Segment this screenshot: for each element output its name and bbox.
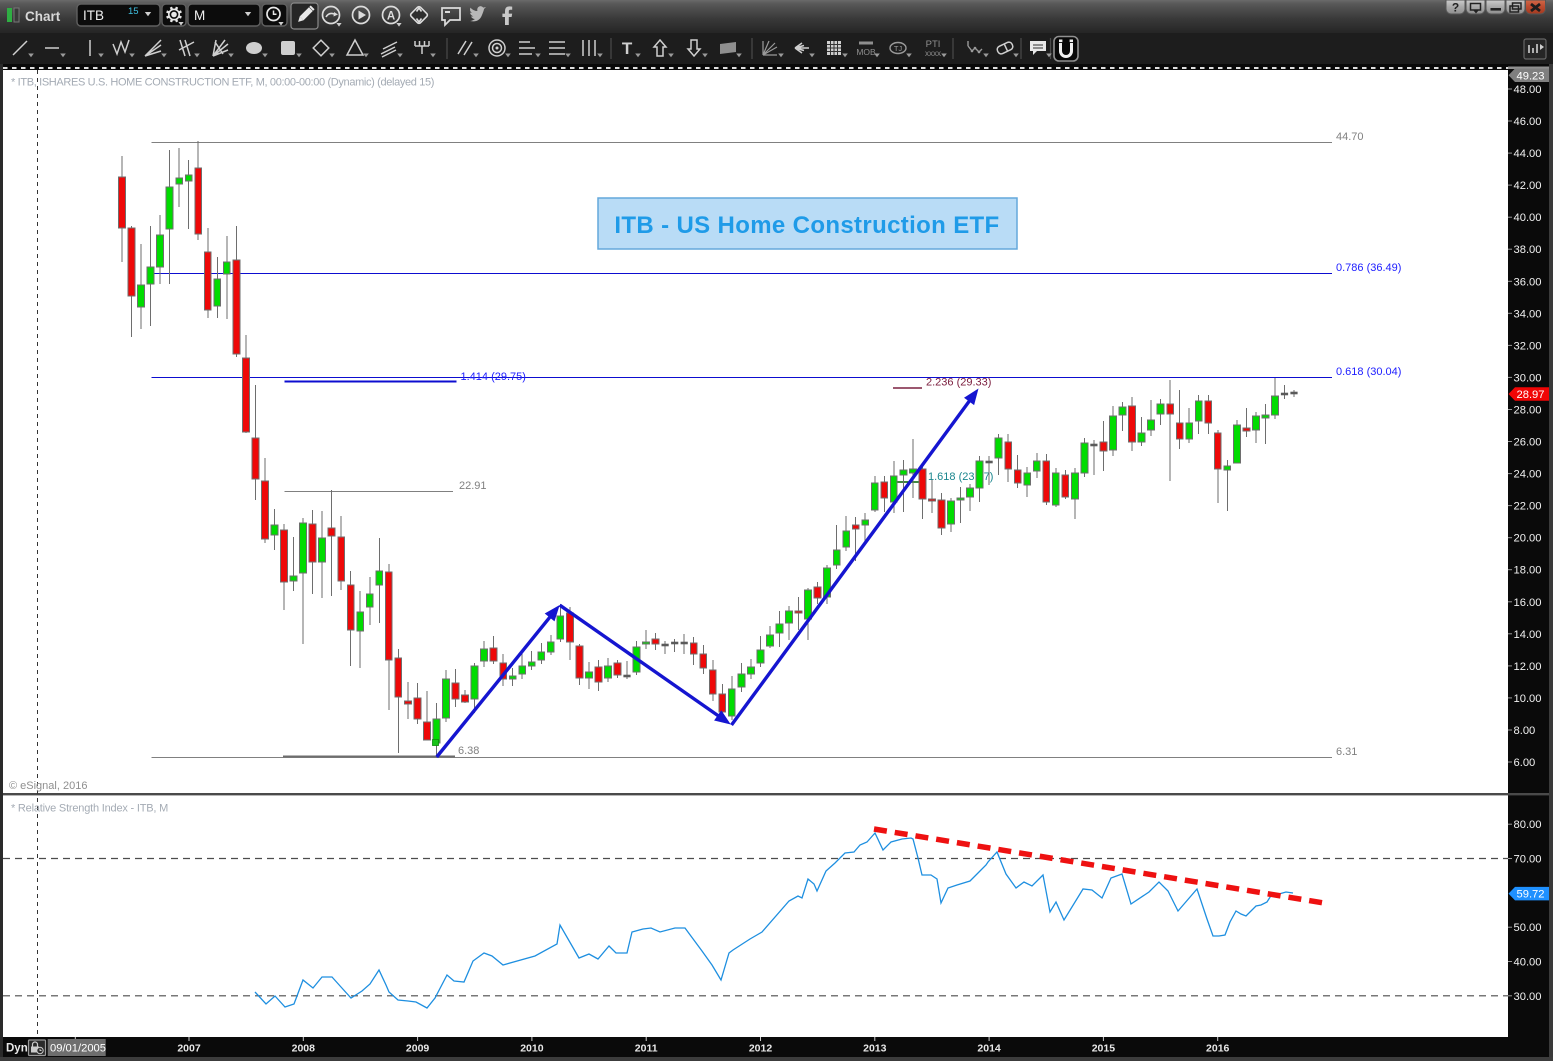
svg-text:* ITB, ISHARES U.S. HOME CONST: * ITB, ISHARES U.S. HOME CONSTRUCTION ET… — [11, 77, 434, 89]
svg-text:80.00: 80.00 — [1514, 819, 1542, 831]
svg-text:40.00: 40.00 — [1514, 212, 1542, 224]
svg-text:12.00: 12.00 — [1514, 661, 1542, 673]
svg-text:49.23: 49.23 — [1517, 70, 1545, 82]
svg-text:* Relative Strength Index - IT: * Relative Strength Index - ITB, M — [11, 803, 168, 815]
svg-text:2010: 2010 — [520, 1043, 544, 1055]
svg-text:1.414 (29.75): 1.414 (29.75) — [461, 371, 526, 383]
svg-text:44.70: 44.70 — [1336, 131, 1364, 143]
svg-text:16.00: 16.00 — [1514, 597, 1542, 609]
svg-text:30.00: 30.00 — [1514, 372, 1542, 384]
svg-text:28.97: 28.97 — [1517, 389, 1545, 401]
svg-text:14.00: 14.00 — [1514, 629, 1542, 641]
svg-text:18.00: 18.00 — [1514, 565, 1542, 577]
svg-text:Chart: Chart — [25, 9, 61, 24]
svg-text:2007: 2007 — [177, 1043, 201, 1055]
svg-text:42.00: 42.00 — [1514, 180, 1542, 192]
svg-text:2016: 2016 — [1206, 1043, 1230, 1055]
svg-text:34.00: 34.00 — [1514, 308, 1542, 320]
svg-text:2014: 2014 — [977, 1043, 1001, 1055]
svg-text:2009: 2009 — [406, 1043, 430, 1055]
svg-text:PTI: PTI — [926, 39, 941, 50]
svg-text:?: ? — [1452, 1, 1459, 15]
svg-text:A: A — [387, 11, 395, 23]
svg-text:15: 15 — [128, 6, 139, 17]
svg-text:22.00: 22.00 — [1514, 501, 1542, 513]
svg-text:TJ: TJ — [894, 44, 903, 53]
svg-text:6.31: 6.31 — [1336, 746, 1357, 758]
svg-text:50.00: 50.00 — [1514, 922, 1542, 934]
svg-text:2008: 2008 — [292, 1043, 316, 1055]
svg-text:MOB: MOB — [856, 47, 876, 57]
svg-text:48.00: 48.00 — [1514, 84, 1542, 96]
svg-text:44.00: 44.00 — [1514, 148, 1542, 160]
svg-text:ITB: ITB — [83, 8, 104, 23]
svg-text:M: M — [194, 8, 205, 23]
svg-text:2011: 2011 — [635, 1043, 658, 1055]
svg-text:2012: 2012 — [749, 1043, 773, 1055]
svg-text:30.00: 30.00 — [1514, 991, 1542, 1003]
svg-text:70.00: 70.00 — [1514, 854, 1542, 866]
svg-text:0.786 (36.49): 0.786 (36.49) — [1336, 262, 1401, 274]
svg-text:8.00: 8.00 — [1514, 725, 1536, 737]
svg-text:38.00: 38.00 — [1514, 244, 1542, 256]
svg-text:36.00: 36.00 — [1514, 276, 1542, 288]
svg-text:xxxx: xxxx — [925, 49, 941, 58]
svg-text:0.618 (30.04): 0.618 (30.04) — [1336, 366, 1401, 378]
svg-text:2013: 2013 — [863, 1043, 887, 1055]
svg-text:10.00: 10.00 — [1514, 693, 1542, 705]
svg-text:26.00: 26.00 — [1514, 437, 1542, 449]
svg-text:20.00: 20.00 — [1514, 533, 1542, 545]
svg-text:28.00: 28.00 — [1514, 405, 1542, 417]
svg-text:32.00: 32.00 — [1514, 340, 1542, 352]
svg-text:T: T — [622, 39, 633, 58]
svg-text:22.91: 22.91 — [459, 480, 487, 492]
svg-text:09/01/2005: 09/01/2005 — [50, 1043, 106, 1055]
svg-text:24.00: 24.00 — [1514, 469, 1542, 481]
svg-text:40.00: 40.00 — [1514, 957, 1542, 969]
svg-text:59.72: 59.72 — [1517, 889, 1545, 901]
svg-text:2015: 2015 — [1092, 1043, 1116, 1055]
svg-text:2.236 (29.33): 2.236 (29.33) — [926, 377, 991, 389]
svg-text:1.618 (23.47): 1.618 (23.47) — [928, 471, 993, 483]
svg-text:ITB - US Home Construction ETF: ITB - US Home Construction ETF — [614, 212, 999, 239]
svg-text:© eSignal, 2016: © eSignal, 2016 — [9, 780, 87, 792]
svg-text:46.00: 46.00 — [1514, 116, 1542, 128]
svg-text:6.00: 6.00 — [1514, 757, 1536, 769]
svg-text:Dyn: Dyn — [6, 1043, 28, 1055]
svg-text:6.38: 6.38 — [458, 745, 479, 757]
